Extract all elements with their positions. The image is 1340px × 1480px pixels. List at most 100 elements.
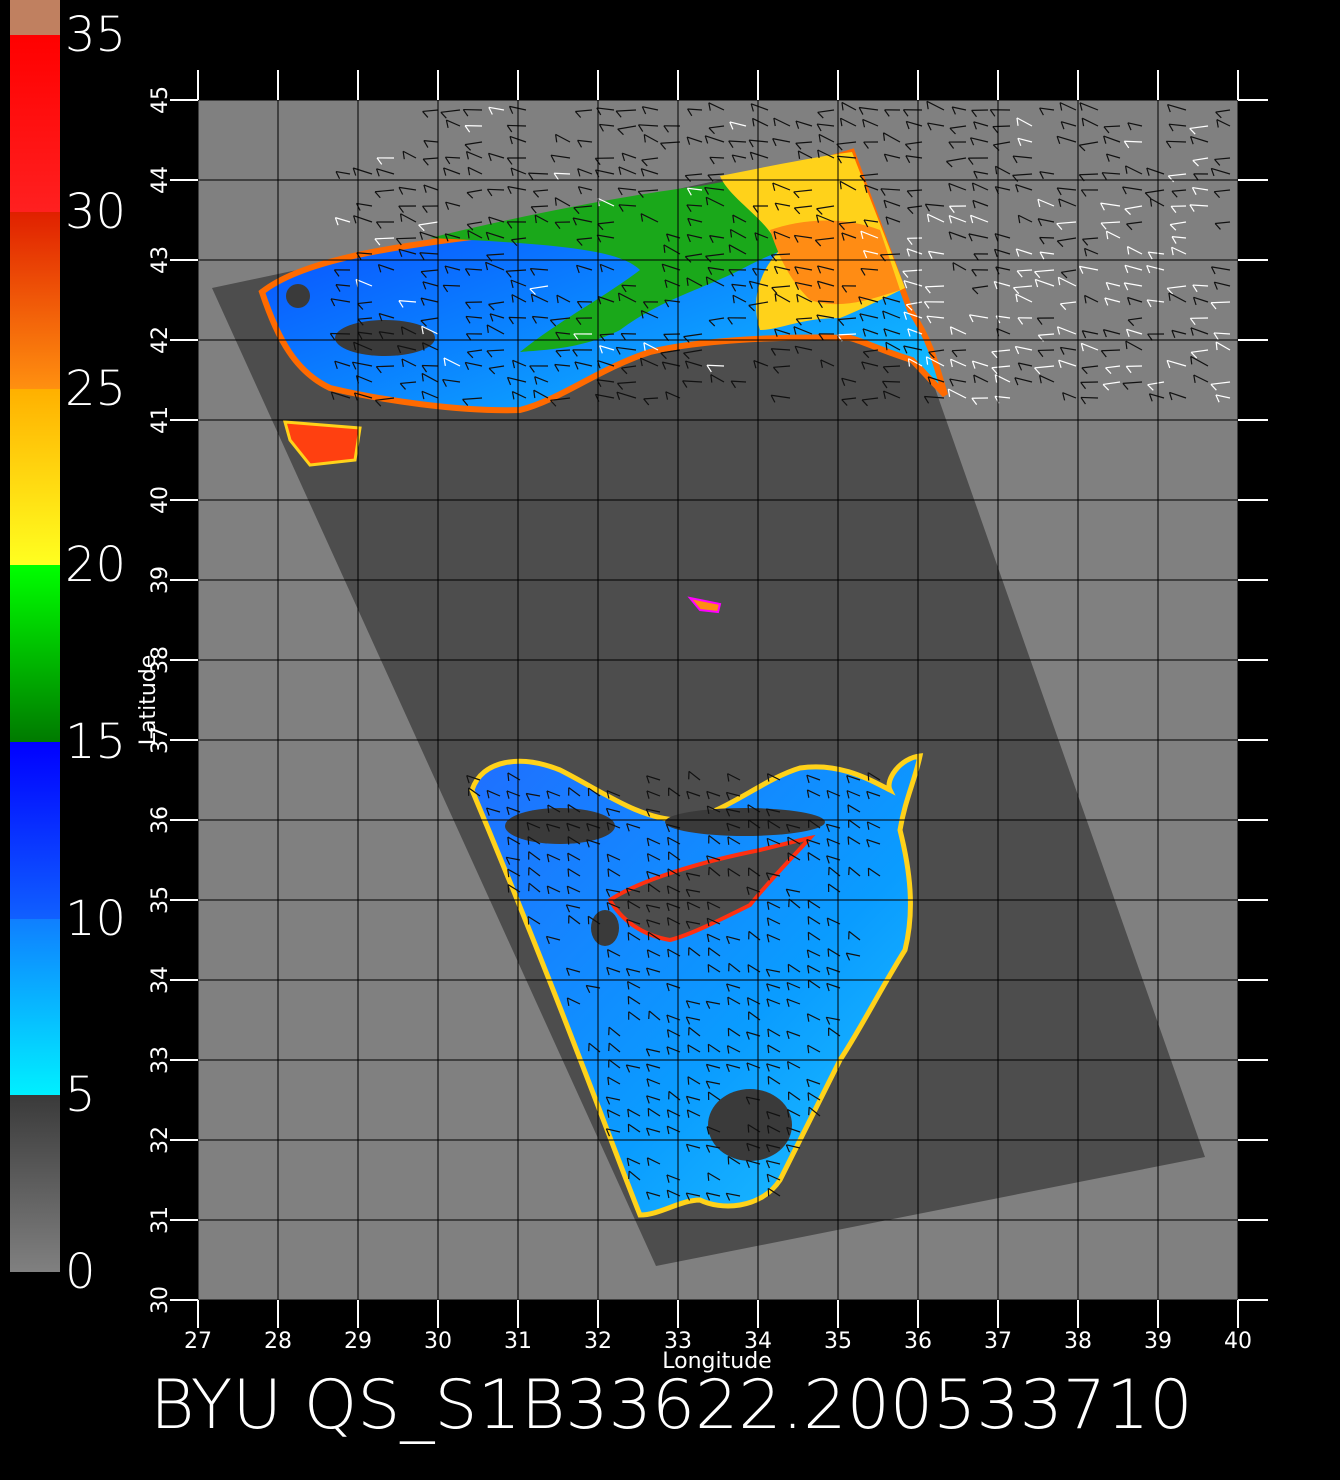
wind-barb xyxy=(924,286,931,294)
wind-barb xyxy=(728,244,731,253)
wind-barb xyxy=(766,1063,770,1072)
wind-barb xyxy=(512,360,516,369)
wind-barb xyxy=(647,949,661,957)
wind-barb xyxy=(1103,135,1107,144)
wind-barb xyxy=(648,931,661,941)
wind-barb xyxy=(566,967,581,973)
wind-barb xyxy=(488,216,492,225)
wind-barb xyxy=(923,396,930,404)
y-tick-label: 35 xyxy=(148,886,173,914)
wind-barb xyxy=(330,298,336,307)
wind-barb xyxy=(507,837,510,846)
wind-barb xyxy=(402,150,417,159)
wind-barb xyxy=(731,284,737,292)
wind-barb xyxy=(1017,269,1033,272)
y-tick-label: 43 xyxy=(148,246,173,274)
colorbar-segment xyxy=(10,0,60,36)
wind-barb xyxy=(687,1044,701,1053)
colorbar-tick-label: 5 xyxy=(65,1067,96,1124)
wind-barb xyxy=(1126,246,1130,255)
wind-barb xyxy=(685,1144,690,1152)
wind-barb xyxy=(576,237,593,241)
wind-barb xyxy=(444,233,449,242)
wind-barb xyxy=(688,947,701,957)
wind-barb xyxy=(488,365,505,369)
wind-barb xyxy=(464,362,470,371)
wind-barb xyxy=(550,399,557,407)
wind-barb xyxy=(555,197,571,207)
wind-barb xyxy=(806,1079,810,1088)
wind-barb xyxy=(534,376,549,383)
wind-barb xyxy=(1103,135,1121,143)
wind-barb xyxy=(926,100,945,111)
wind-barb xyxy=(774,328,778,337)
wind-barb xyxy=(567,868,581,877)
wind-barb xyxy=(618,187,637,191)
wind-barb xyxy=(597,234,615,239)
wind-barb xyxy=(442,284,449,293)
wind-barb xyxy=(815,214,820,223)
wind-barb xyxy=(646,808,661,813)
wind-barb xyxy=(994,374,998,383)
wind-barb xyxy=(534,215,537,224)
wind-barb xyxy=(1126,223,1133,231)
wind-barb xyxy=(727,997,730,1006)
wind-barb xyxy=(330,298,351,303)
wind-barb xyxy=(885,342,888,351)
wind-barb xyxy=(1106,153,1121,159)
wind-barb xyxy=(353,215,357,224)
wind-barb xyxy=(1124,140,1143,143)
wind-barb xyxy=(577,186,582,195)
wind-barb xyxy=(401,326,417,335)
wind-barb xyxy=(795,120,813,127)
wind-barb xyxy=(807,964,821,973)
wind-barb xyxy=(1084,294,1099,303)
wind-barb xyxy=(1166,359,1187,367)
wind-barb xyxy=(1061,269,1077,273)
wind-barb xyxy=(806,775,810,784)
wind-barb xyxy=(465,361,483,367)
wind-barb xyxy=(1039,375,1042,384)
wind-barb xyxy=(1080,397,1086,405)
wind-barb xyxy=(949,378,954,387)
wind-barb xyxy=(666,1174,670,1183)
wind-barb xyxy=(706,901,710,910)
wind-barb xyxy=(398,300,404,308)
wind-barb xyxy=(728,1027,741,1037)
wind-barb xyxy=(353,215,373,223)
wind-barb xyxy=(705,1192,711,1201)
wind-barb xyxy=(464,144,472,151)
wind-barb xyxy=(334,360,351,367)
wind-barb xyxy=(786,1144,801,1149)
wind-barb xyxy=(907,205,923,209)
wind-barb xyxy=(1211,167,1231,175)
wind-barb xyxy=(353,341,373,351)
wind-barb xyxy=(488,152,505,159)
wind-barb xyxy=(378,331,384,340)
wind-barb xyxy=(709,235,714,244)
wind-barb xyxy=(973,121,977,130)
wind-barb xyxy=(747,1124,750,1133)
wind-barb xyxy=(1080,382,1087,390)
wind-barb xyxy=(1215,341,1218,351)
wind-barb xyxy=(973,374,976,384)
wind-barb xyxy=(766,917,770,926)
wind-barb xyxy=(839,221,857,225)
wind-barb xyxy=(885,216,889,225)
wind-barb xyxy=(708,835,721,845)
wind-barb xyxy=(786,823,801,829)
wind-barb xyxy=(818,333,825,341)
calm-patch xyxy=(708,1089,792,1161)
wind-barb xyxy=(446,119,461,127)
wind-barb xyxy=(567,885,581,893)
wind-barb xyxy=(807,852,810,861)
colorbar-segment xyxy=(10,918,60,1096)
wind-barb xyxy=(866,821,870,830)
wind-barb xyxy=(1101,221,1121,224)
wind-barb xyxy=(1105,231,1109,240)
wind-barb xyxy=(375,366,382,374)
wind-barb xyxy=(573,205,593,209)
wind-barb xyxy=(646,1127,661,1133)
wind-barb xyxy=(1166,287,1174,295)
wind-barb xyxy=(421,269,439,273)
